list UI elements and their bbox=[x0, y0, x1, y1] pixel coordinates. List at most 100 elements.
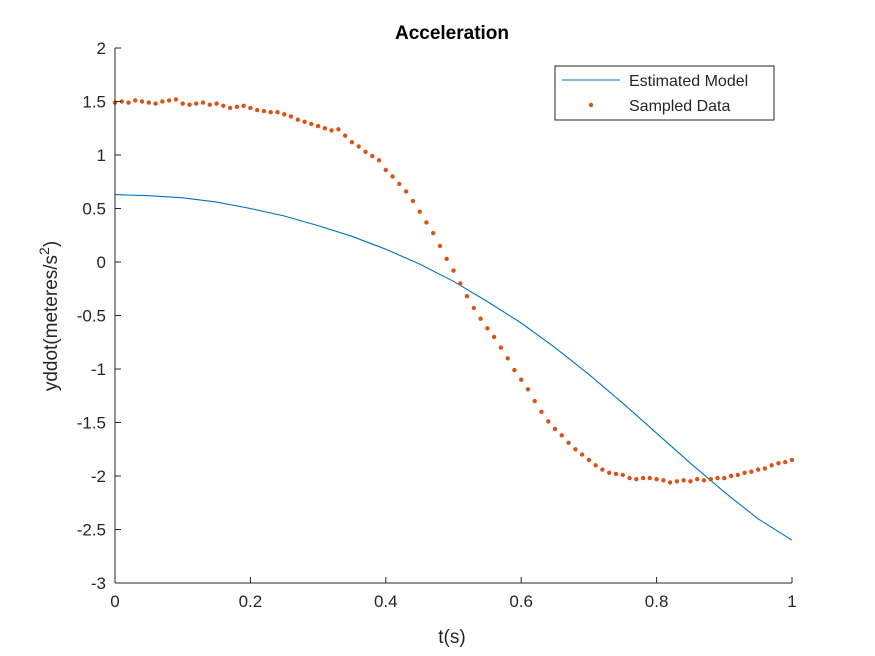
sampled-data-point bbox=[464, 294, 470, 299]
x-axis-label: t(s) bbox=[438, 627, 465, 648]
sampled-data-point bbox=[410, 198, 416, 204]
sampled-data-point bbox=[552, 426, 558, 432]
sampled-data-point bbox=[139, 99, 145, 104]
sampled-data-point bbox=[376, 158, 382, 163]
sampled-data-point bbox=[431, 230, 436, 236]
sampled-data-point bbox=[742, 470, 747, 475]
sampled-data-point bbox=[343, 133, 348, 138]
y-tick-label: -0.5 bbox=[77, 307, 106, 326]
y-tick-label: 0.5 bbox=[82, 200, 106, 219]
sampled-data-point bbox=[485, 326, 490, 331]
sampled-data-point bbox=[620, 472, 625, 478]
sampled-data-point bbox=[728, 473, 734, 479]
sampled-data-point bbox=[153, 101, 158, 106]
sampled-data-point bbox=[417, 209, 422, 214]
legend: Estimated Model Sampled Data bbox=[554, 65, 775, 121]
sampled-data-point bbox=[194, 101, 199, 106]
sampled-data-point bbox=[546, 419, 551, 424]
sampled-data-point bbox=[539, 409, 544, 414]
y-tick-label: -1.5 bbox=[77, 414, 106, 433]
y-tick-label: 0 bbox=[97, 253, 106, 272]
sampled-data-point bbox=[783, 459, 788, 465]
sampled-data-point bbox=[695, 477, 700, 482]
y-tick-label: 1 bbox=[97, 146, 106, 165]
sampled-data-point bbox=[586, 457, 592, 463]
sampled-data-point bbox=[370, 153, 375, 159]
sampled-data-point bbox=[207, 102, 212, 107]
sampled-data-point bbox=[403, 189, 409, 194]
sampled-data-point bbox=[613, 471, 619, 477]
sampled-data-point bbox=[444, 256, 449, 261]
sampled-data-point bbox=[133, 98, 138, 103]
sampled-data-point bbox=[200, 100, 206, 105]
y-tick-label: 1.5 bbox=[82, 93, 106, 112]
series-layer bbox=[112, 97, 795, 541]
sampled-data-point bbox=[180, 101, 185, 106]
sampled-data-point bbox=[654, 477, 659, 482]
legend-box bbox=[554, 65, 775, 121]
sampled-data-point bbox=[559, 433, 564, 438]
plot-area bbox=[115, 48, 792, 583]
sampled-data-point bbox=[275, 110, 280, 115]
sampled-data-point bbox=[471, 305, 476, 311]
sampled-data-point bbox=[437, 243, 443, 249]
sampled-data-point bbox=[749, 469, 754, 474]
sampled-data-point bbox=[336, 127, 341, 132]
sampled-data-point bbox=[167, 98, 172, 103]
sampled-data-point bbox=[789, 457, 795, 463]
sampled-data-point bbox=[248, 105, 253, 111]
sampled-data-point bbox=[491, 334, 497, 340]
sampled-data-point bbox=[160, 99, 165, 104]
sampled-data-point bbox=[390, 174, 395, 179]
x-tick-label: 0.8 bbox=[645, 592, 669, 611]
x-ticks: 0 0.2 0.4 0.6 0.8 1 bbox=[110, 577, 797, 611]
sampled-data-point bbox=[755, 467, 761, 472]
sampled-data-point bbox=[315, 123, 321, 129]
sampled-data-point bbox=[512, 367, 517, 373]
sampled-data-point bbox=[119, 99, 125, 104]
sampled-data-point bbox=[214, 101, 219, 106]
sampled-data-point bbox=[593, 463, 598, 468]
sampled-data-point bbox=[640, 475, 646, 481]
sampled-data-point bbox=[708, 477, 713, 482]
sampled-data-point bbox=[661, 478, 666, 483]
sampled-data-point bbox=[532, 398, 537, 404]
sampled-data-point bbox=[505, 356, 510, 361]
x-tick-label: 0.2 bbox=[239, 592, 263, 611]
sampled-data-point bbox=[221, 103, 226, 109]
y-axis-label: yddot(meteres/s2) bbox=[36, 241, 62, 391]
sampled-data-point bbox=[478, 316, 483, 321]
sampled-data-point bbox=[667, 480, 673, 485]
sampled-data-point bbox=[579, 452, 585, 457]
sampled-data-point bbox=[451, 268, 456, 273]
sampled-data-point bbox=[234, 104, 240, 110]
y-ticks: -3 -2.5 -2 -1.5 -1 -0.5 0 0.5 1 1.5 2 bbox=[77, 39, 121, 593]
sampled-data-point bbox=[309, 121, 314, 127]
y-tick-label: -3 bbox=[91, 574, 106, 593]
series-line-estimated-model bbox=[114, 194, 793, 541]
sampled-data-point bbox=[722, 475, 727, 481]
sampled-data-point bbox=[525, 387, 531, 392]
sampled-data-point bbox=[187, 102, 192, 107]
y-axis-label-superscript: 2 bbox=[36, 247, 52, 255]
sampled-data-point bbox=[762, 466, 768, 471]
sampled-data-point bbox=[282, 112, 287, 117]
sampled-data-point bbox=[701, 478, 707, 483]
sampled-data-point bbox=[674, 479, 680, 484]
sampled-data-point bbox=[349, 140, 355, 145]
sampled-data-point bbox=[356, 144, 361, 149]
sampled-data-point bbox=[681, 478, 686, 483]
sampled-data-point bbox=[329, 128, 334, 133]
legend-label-estimated-model: Estimated Model bbox=[629, 73, 748, 90]
y-tick-label: -1 bbox=[91, 360, 106, 379]
sampled-data-point bbox=[566, 440, 571, 445]
y-tick-label: 2 bbox=[97, 39, 106, 58]
legend-dot-marker bbox=[588, 102, 594, 108]
sampled-data-point bbox=[268, 110, 273, 115]
sampled-data-point bbox=[458, 281, 463, 286]
y-axis-label-close: ) bbox=[41, 241, 62, 247]
sampled-data-point bbox=[769, 463, 774, 468]
x-tick-label: 1 bbox=[787, 592, 796, 611]
sampled-data-point bbox=[288, 114, 294, 119]
